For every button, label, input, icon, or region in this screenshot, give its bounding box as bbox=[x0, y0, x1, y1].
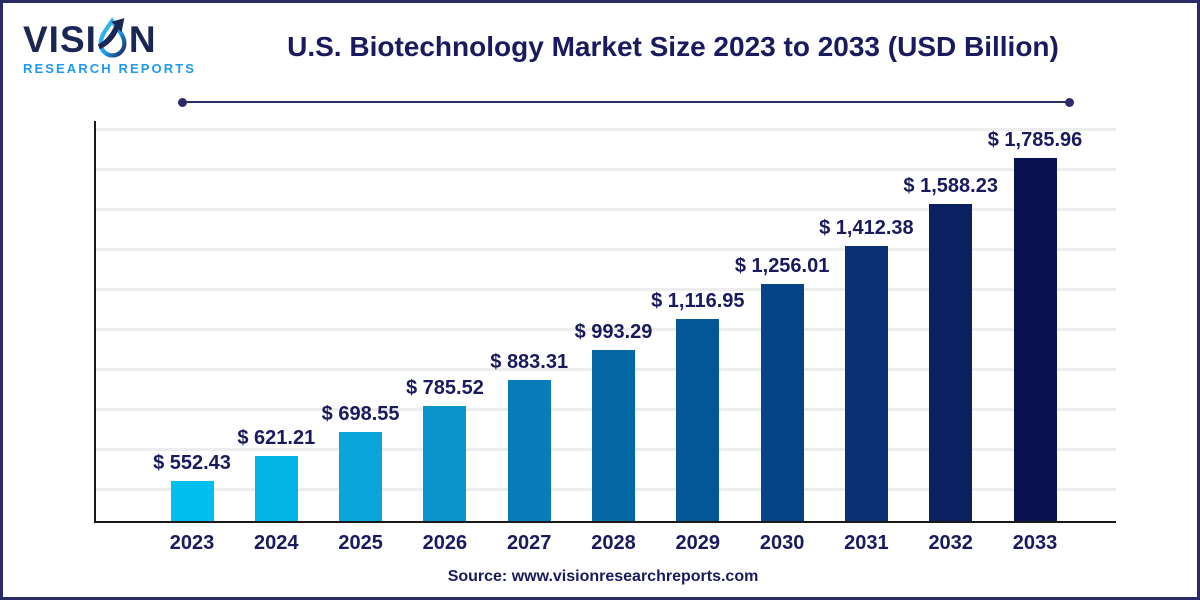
x-axis-tick-label: 2030 bbox=[759, 532, 805, 554]
bar-value-label: $ 621.21 bbox=[237, 427, 316, 449]
brand-logo: VISI N RESEARCH REPORTS bbox=[23, 17, 197, 76]
bar-2029 bbox=[676, 319, 720, 521]
y-axis-line bbox=[94, 121, 96, 523]
bar-value-label: $ 1,116.95 bbox=[651, 290, 745, 312]
chart-title: U.S. Biotechnology Market Size 2023 to 2… bbox=[287, 31, 1059, 62]
x-axis-tick-label: 2024 bbox=[254, 532, 299, 554]
bar-2023 bbox=[170, 481, 214, 521]
gridline bbox=[96, 128, 1116, 131]
bar-value-label: $ 552.43 bbox=[153, 452, 231, 474]
bar-value-label: $ 1,412.38 bbox=[819, 217, 914, 239]
x-axis-tick-label: 2026 bbox=[422, 532, 468, 554]
brand-wordmark-prefix: VISI bbox=[23, 19, 97, 60]
x-axis-tick-label: 2025 bbox=[338, 532, 383, 554]
x-axis-tick-label: 2023 bbox=[169, 532, 215, 554]
bar-2028 bbox=[592, 350, 635, 521]
bar-2024 bbox=[254, 456, 298, 521]
bar-2027 bbox=[507, 380, 551, 521]
bar-value-label: $ 883.31 bbox=[490, 351, 569, 373]
brand-subtitle: RESEARCH REPORTS bbox=[23, 61, 197, 76]
bar-value-label: $ 698.55 bbox=[321, 403, 400, 425]
x-axis-tick-label: 2028 bbox=[591, 532, 636, 554]
gridline bbox=[96, 168, 1116, 171]
bar-value-label: $ 1,588.23 bbox=[903, 175, 998, 197]
bar-2025 bbox=[339, 432, 383, 521]
bar-2031 bbox=[844, 246, 888, 521]
bar-2030 bbox=[760, 284, 804, 521]
brand-wordmark-suffix: N bbox=[128, 19, 157, 60]
brand-wordmark: VISI N bbox=[23, 17, 193, 60]
x-axis-tick-label: 2031 bbox=[844, 532, 889, 554]
bar-value-label: $ 1,785.96 bbox=[987, 129, 1083, 151]
bar-2033 bbox=[1013, 158, 1057, 521]
gridline bbox=[96, 248, 1116, 251]
bar-2032 bbox=[929, 204, 973, 521]
x-axis-line bbox=[94, 521, 1116, 523]
bar-value-label: $ 785.52 bbox=[405, 377, 484, 399]
x-axis-tick-label: 2033 bbox=[1012, 532, 1058, 554]
gridline bbox=[96, 208, 1116, 211]
bar-2026 bbox=[423, 406, 467, 521]
gridline bbox=[96, 328, 1116, 331]
x-axis-tick-label: 2027 bbox=[506, 532, 552, 554]
x-axis-tick-label: 2029 bbox=[675, 532, 721, 554]
plot-area: $ 552.43 2023 $ 621.21 2024 $ 698.55 2025 $ 78… bbox=[3, 3, 1197, 597]
title-underline bbox=[178, 97, 1074, 107]
x-axis-tick-label: 2032 bbox=[928, 532, 973, 554]
gridline bbox=[96, 288, 1116, 291]
bar-value-label: $ 993.29 bbox=[574, 321, 653, 343]
water-drop-logo-icon bbox=[97, 17, 127, 58]
source-note: Source: www.visionresearchreports.com bbox=[447, 568, 759, 585]
bar-value-label: $ 1,256.01 bbox=[734, 255, 830, 277]
